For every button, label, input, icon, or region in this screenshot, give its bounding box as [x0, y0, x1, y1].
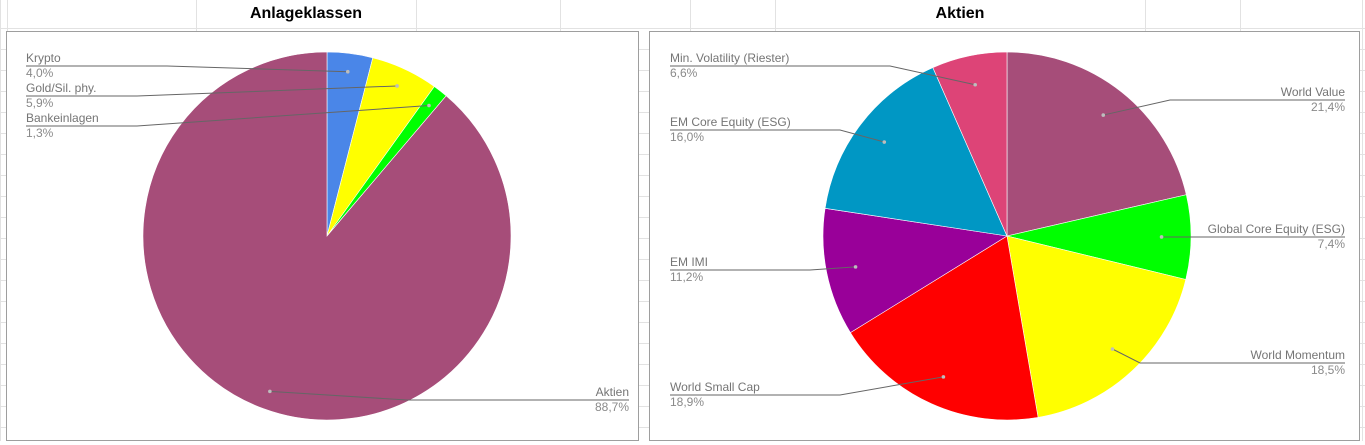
slice-value-global-core-equity-esg: 7,4%: [1318, 237, 1346, 251]
leader-dot-world-momentum: [1111, 347, 1115, 351]
leader-dot-em-imi: [854, 265, 858, 269]
leader-dot-bankeinlagen: [427, 104, 431, 108]
header-anlageklassen: Anlageklassen: [196, 0, 416, 28]
slice-label-world-small-cap: World Small Cap: [670, 380, 760, 394]
slice-value-world-value: 21,4%: [1311, 100, 1345, 114]
leader-dot-world-small-cap: [942, 375, 946, 379]
slice-value-krypto: 4,0%: [26, 66, 54, 80]
slice-label-gold-sil-phy: Gold/Sil. phy.: [26, 81, 96, 95]
slice-label-krypto: Krypto: [26, 51, 61, 65]
leader-dot-global-core-equity-esg: [1160, 235, 1164, 239]
leader-dot-gold-sil-phy: [395, 84, 399, 88]
slice-label-world-momentum: World Momentum: [1251, 348, 1345, 362]
header-aktien: Aktien: [775, 0, 1145, 28]
slice-label-min-volatility-riester: Min. Volatility (Riester): [670, 51, 789, 65]
slice-label-bankeinlagen: Bankeinlagen: [26, 111, 99, 125]
slice-label-world-value: World Value: [1281, 85, 1346, 99]
slice-value-em-core-equity-esg: 16,0%: [670, 130, 704, 144]
slice-value-bankeinlagen: 1,3%: [26, 126, 54, 140]
leader-dot-em-core-equity-esg: [882, 140, 886, 144]
pie-slice-aktien[interactable]: [143, 52, 511, 420]
slice-label-aktien: Aktien: [596, 385, 629, 399]
leader-dot-krypto: [346, 70, 350, 74]
slice-label-em-imi: EM IMI: [670, 255, 708, 269]
slice-value-gold-sil-phy: 5,9%: [26, 96, 54, 110]
slice-label-em-core-equity-esg: EM Core Equity (ESG): [670, 115, 791, 129]
slice-label-global-core-equity-esg: Global Core Equity (ESG): [1208, 222, 1345, 236]
slice-value-aktien: 88,7%: [595, 400, 629, 414]
slice-value-em-imi: 11,2%: [670, 270, 703, 284]
slice-value-world-momentum: 18,5%: [1311, 363, 1345, 377]
slice-value-world-small-cap: 18,9%: [670, 395, 704, 409]
leader-dot-world-value: [1101, 113, 1105, 117]
leader-dot-aktien: [268, 390, 272, 394]
leader-dot-min-volatility-riester: [973, 83, 977, 87]
slice-value-min-volatility-riester: 6,6%: [670, 66, 698, 80]
